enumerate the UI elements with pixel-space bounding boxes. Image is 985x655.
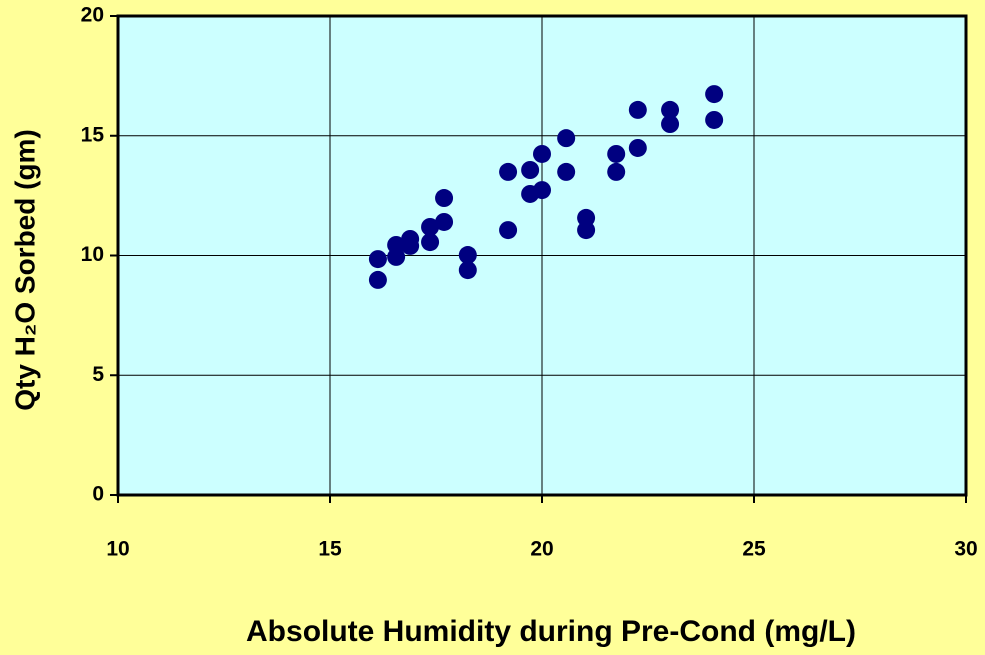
x-tick-label: 20 xyxy=(530,538,553,561)
point xyxy=(421,217,440,236)
y-axis-title: Qty H₂O Sorbed (gm) xyxy=(9,129,40,411)
x-tick-label: 15 xyxy=(318,538,342,561)
point xyxy=(607,144,626,163)
point xyxy=(661,100,680,119)
plot-border xyxy=(116,14,968,497)
point xyxy=(533,181,551,200)
point xyxy=(458,246,477,265)
point xyxy=(705,85,724,104)
point xyxy=(368,250,387,269)
y-tick-label: 20 xyxy=(81,4,104,27)
point xyxy=(368,270,387,289)
point xyxy=(401,236,420,255)
point xyxy=(628,100,647,119)
point xyxy=(387,247,406,266)
point xyxy=(521,160,540,179)
y-tick-label: 0 xyxy=(92,483,104,506)
point xyxy=(628,138,647,157)
y-tick-label: 15 xyxy=(81,123,105,146)
x-tick-label: 30 xyxy=(954,538,977,561)
point xyxy=(435,212,454,231)
point xyxy=(557,162,576,181)
x-axis-title: Absolute Humidity during Pre-Cond (mg/L) xyxy=(246,615,856,648)
point xyxy=(557,129,576,148)
point xyxy=(499,221,518,240)
point xyxy=(421,233,440,252)
x-tick-label: 10 xyxy=(106,538,129,561)
point xyxy=(499,162,518,181)
y-tick-label: 10 xyxy=(81,243,104,266)
point xyxy=(577,221,596,240)
y-tick-label: 5 xyxy=(92,363,104,386)
point xyxy=(705,110,724,129)
x-tick-label: 25 xyxy=(742,538,766,561)
point xyxy=(435,189,454,208)
point xyxy=(458,261,477,280)
point xyxy=(533,144,551,163)
point xyxy=(661,115,680,134)
point xyxy=(607,162,626,181)
